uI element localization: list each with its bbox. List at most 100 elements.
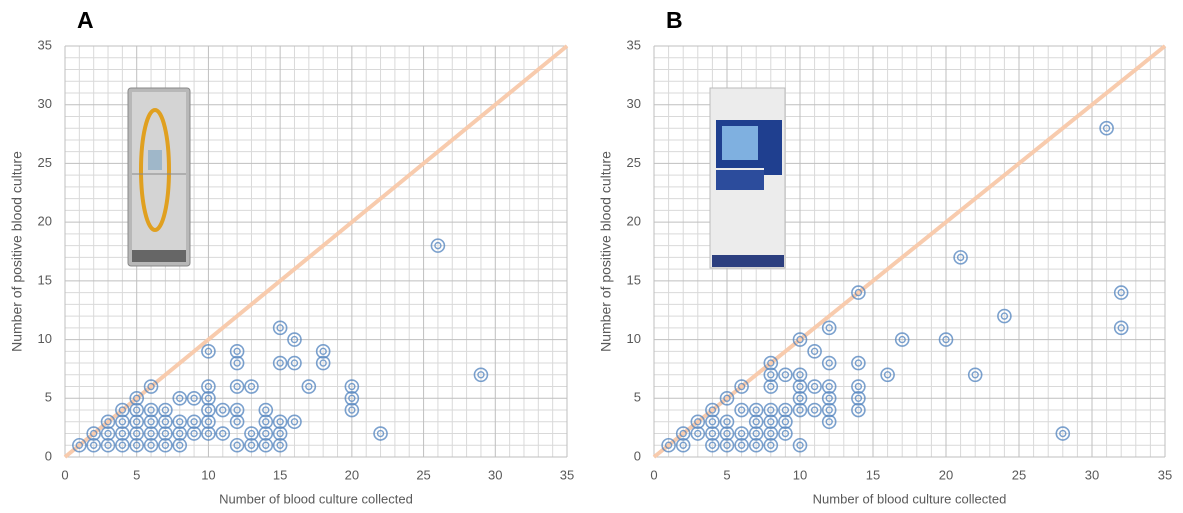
x-tick-label: 35 — [1158, 467, 1172, 482]
point-ring — [229, 437, 245, 453]
point-core — [737, 406, 746, 414]
data-point — [172, 437, 188, 453]
point-ring — [287, 355, 302, 371]
point-core — [796, 406, 804, 414]
point-core — [319, 359, 327, 367]
point-ring — [244, 379, 259, 394]
point-core — [319, 347, 327, 356]
y-axis-label: Number of positive blood culture — [598, 151, 614, 352]
data-point — [792, 437, 808, 453]
y-tick-label: 20 — [38, 214, 52, 229]
point-ring — [734, 379, 749, 394]
data-point — [953, 250, 968, 265]
y-tick-label: 30 — [38, 96, 52, 111]
data-point — [287, 355, 302, 371]
y-tick-label: 15 — [38, 272, 52, 287]
point-ring — [719, 426, 735, 441]
point-ring — [143, 379, 159, 394]
point-core — [737, 429, 746, 438]
point-ring — [705, 437, 720, 453]
point-ring — [953, 250, 968, 265]
y-tick-label: 5 — [634, 390, 641, 405]
data-point — [851, 285, 866, 300]
point-ring — [690, 414, 706, 430]
point-core — [233, 441, 241, 449]
point-ring — [229, 379, 245, 394]
point-core — [767, 371, 775, 379]
point-core — [161, 441, 170, 449]
point-core — [233, 382, 241, 391]
data-point — [719, 414, 735, 430]
point-core — [708, 406, 717, 414]
point-core — [883, 371, 892, 379]
x-tick-label: 25 — [416, 467, 430, 482]
point-ring — [719, 414, 735, 430]
point-core — [664, 441, 673, 449]
point-core — [204, 406, 213, 414]
data-point — [763, 426, 779, 441]
point-core — [147, 418, 155, 426]
data-point — [258, 402, 274, 418]
data-point — [778, 426, 793, 441]
data-point — [997, 308, 1012, 324]
point-ring — [821, 402, 837, 418]
point-ring — [763, 414, 779, 430]
point-core — [1000, 312, 1009, 320]
point-core — [204, 394, 213, 402]
point-core — [752, 406, 760, 414]
point-core — [723, 429, 731, 438]
point-core — [781, 418, 790, 426]
point-core — [276, 441, 284, 449]
point-core — [477, 371, 485, 379]
point-core — [161, 418, 170, 426]
x-tick-label: 25 — [1012, 467, 1026, 482]
y-tick-label: 15 — [627, 272, 641, 287]
data-point — [778, 414, 793, 430]
point-core — [204, 347, 213, 356]
point-ring — [100, 426, 116, 441]
point-ring — [186, 390, 202, 406]
point-core — [133, 394, 141, 402]
data-point — [734, 426, 749, 441]
data-point — [201, 390, 216, 406]
point-ring — [1113, 320, 1129, 336]
data-point — [763, 437, 779, 453]
point-core — [694, 418, 702, 426]
data-point — [115, 414, 130, 430]
point-ring — [272, 437, 288, 453]
y-tick-label: 35 — [38, 37, 52, 52]
data-point — [734, 402, 749, 418]
point-ring — [894, 332, 910, 347]
point-core — [147, 406, 155, 414]
point-ring — [129, 390, 145, 406]
point-ring — [821, 414, 837, 430]
point-core — [767, 418, 775, 426]
point-core — [810, 347, 819, 356]
data-point — [272, 437, 288, 453]
point-core — [118, 441, 127, 449]
point-core — [767, 406, 775, 414]
point-core — [810, 382, 819, 391]
point-ring — [734, 402, 749, 418]
data-point — [705, 437, 720, 453]
point-ring — [201, 414, 216, 430]
point-core — [262, 406, 270, 414]
point-core — [176, 418, 184, 426]
point-core — [276, 429, 284, 438]
point-core — [825, 382, 833, 391]
data-point — [315, 344, 331, 359]
data-point — [100, 426, 116, 441]
point-core — [694, 429, 702, 438]
point-core — [147, 441, 155, 449]
data-point — [807, 344, 822, 359]
data-point — [344, 379, 360, 394]
point-core — [796, 382, 804, 391]
data-point — [763, 367, 779, 383]
point-core — [247, 429, 256, 438]
point-core — [708, 429, 717, 438]
point-core — [276, 359, 284, 367]
data-point — [201, 402, 216, 418]
point-ring — [258, 426, 274, 441]
point-ring — [258, 437, 274, 453]
data-point — [287, 332, 302, 347]
